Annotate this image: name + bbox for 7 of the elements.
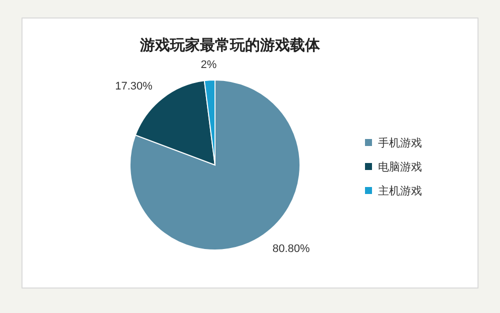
- legend-label: 手机游戏: [378, 136, 422, 150]
- legend-label: 主机游戏: [378, 184, 422, 198]
- data-label: 17.30%: [115, 80, 153, 93]
- chart-title: 游戏玩家最常玩的游戏载体: [139, 36, 321, 54]
- legend-label: 电脑游戏: [378, 160, 422, 174]
- data-label: 2%: [200, 59, 217, 72]
- data-label: 80.80%: [272, 243, 310, 256]
